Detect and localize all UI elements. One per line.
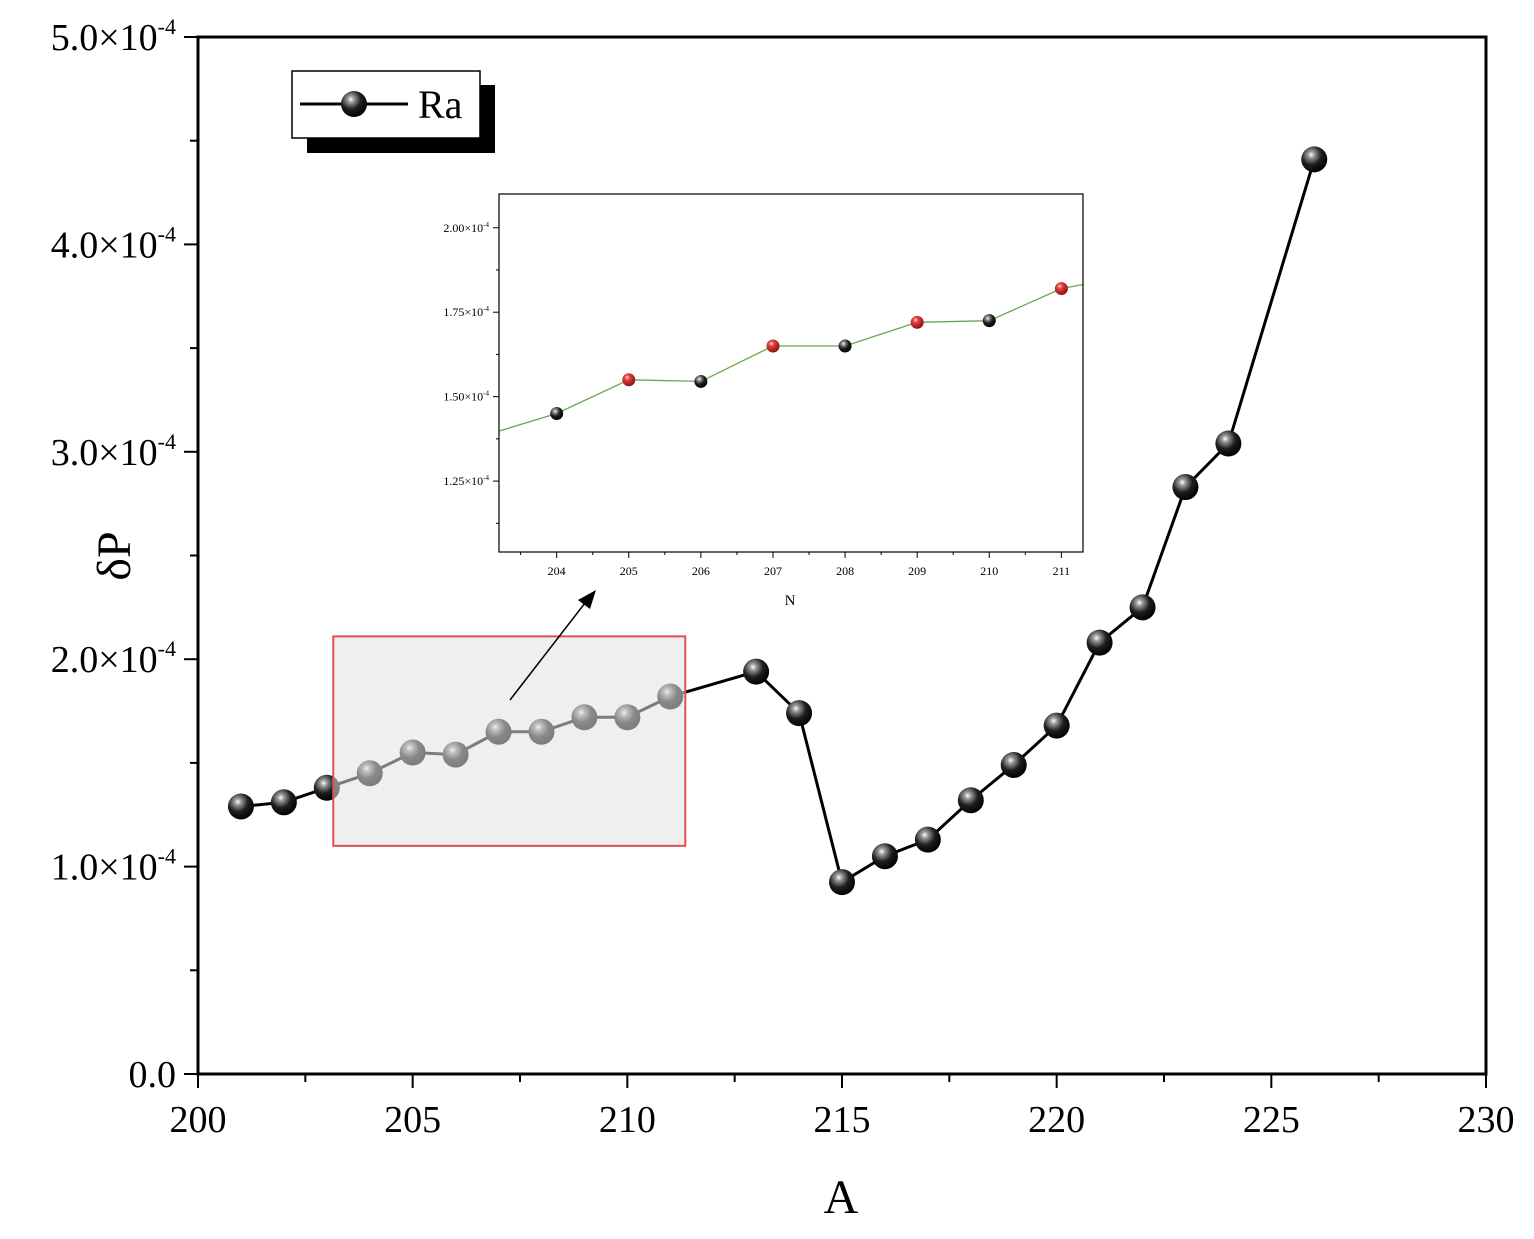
inset-plot-area	[499, 194, 1083, 552]
inset-data-point	[550, 407, 564, 421]
inset-x-axis-title: N	[785, 593, 796, 609]
plot-area	[198, 37, 1486, 1074]
x-tick-label: 225	[1243, 1099, 1300, 1141]
x-axis-title: A	[824, 1171, 859, 1224]
legend-marker	[341, 91, 367, 117]
inset-y-tick-label: 1.25×10-4	[443, 474, 489, 488]
data-point	[1301, 146, 1328, 173]
data-point	[1043, 712, 1070, 739]
inset-data-point	[1054, 282, 1068, 296]
x-tick-label: 205	[384, 1099, 441, 1141]
zoom-highlight-box	[332, 635, 687, 847]
data-point	[1215, 430, 1242, 457]
inset-data-point	[982, 314, 996, 328]
inset-x-tick-label: 206	[692, 564, 710, 578]
data-point	[227, 793, 254, 820]
data-point	[270, 789, 297, 816]
data-point	[914, 826, 941, 853]
inset-series-line	[499, 283, 1083, 432]
data-point	[829, 869, 855, 896]
zoom-arrow-head	[578, 590, 596, 609]
inset-data-point	[766, 339, 780, 353]
inset-data-point	[694, 374, 708, 388]
inset-data-point	[622, 373, 636, 387]
y-tick-label: 4.0×10-4	[51, 221, 176, 266]
legend-label-ra: Ra	[418, 82, 463, 127]
x-tick-label: 210	[599, 1099, 656, 1141]
x-tick-label: 220	[1028, 1099, 1085, 1141]
data-point	[786, 700, 813, 727]
inset-x-tick-label: 209	[908, 564, 926, 578]
inset-x-tick-label: 210	[980, 564, 998, 578]
inset-frame	[498, 193, 1084, 553]
y-axis-title: δP	[88, 531, 141, 580]
data-point	[1129, 594, 1156, 621]
data-point	[871, 843, 898, 870]
data-point	[1086, 629, 1113, 656]
data-point	[743, 658, 770, 685]
inset-x-tick-label: 207	[764, 564, 782, 578]
x-tick-label: 200	[170, 1099, 227, 1141]
inset-y-tick-label: 1.75×10-4	[443, 305, 489, 319]
x-tick-label: 230	[1458, 1099, 1515, 1141]
y-tick-label: 5.0×10-4	[51, 14, 176, 59]
inset-x-tick-label: 208	[836, 564, 854, 578]
inset-x-tick-label: 204	[548, 564, 566, 578]
data-point	[957, 787, 984, 814]
inset-y-tick-label: 2.00×10-4	[443, 221, 489, 235]
legend: Ra	[291, 70, 495, 153]
y-tick-label: 1.0×10-4	[51, 844, 176, 889]
plot-frame	[196, 35, 1488, 1076]
data-point	[1000, 751, 1027, 778]
inset-data-point	[910, 315, 924, 329]
inset-x-tick-label: 205	[620, 564, 638, 578]
zoom-arrow-line	[509, 602, 586, 701]
inset-y-tick-label: 1.50×10-4	[443, 390, 489, 404]
inset-plot: 204 205 206 207 208 209 210 211 1.25×10-4 1.50×10…	[443, 193, 1084, 578]
y-tick-label: 2.0×10-4	[51, 636, 176, 681]
y-tick-label: 0.0	[129, 1054, 177, 1096]
data-point	[1172, 474, 1199, 501]
inset-x-tick-label: 211	[1053, 564, 1071, 578]
inset-data-point	[838, 339, 852, 353]
x-tick-label: 215	[814, 1099, 871, 1141]
y-tick-label: 3.0×10-4	[51, 429, 176, 474]
main-plot: 200 205 210 215 220 225 230 0.0 1.0×10-4 2.0×10-4…	[51, 14, 1515, 1141]
